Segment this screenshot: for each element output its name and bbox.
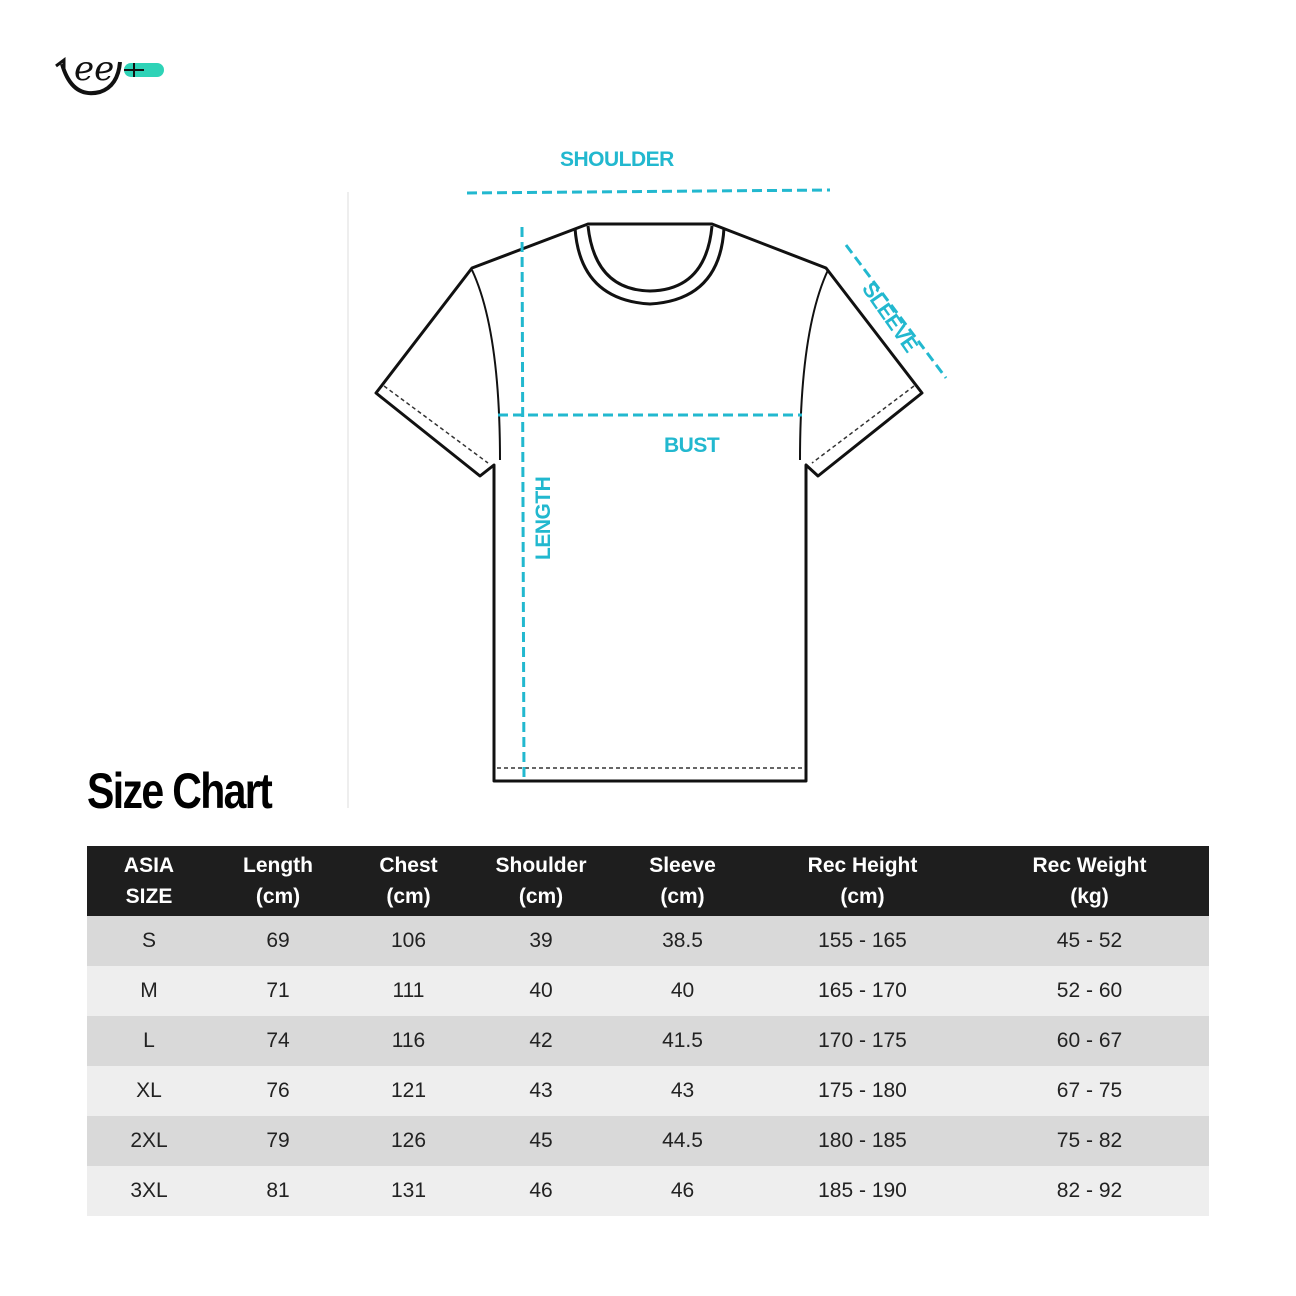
column-header-line: (cm) xyxy=(840,885,885,908)
table-cell: 67 - 75 xyxy=(970,1066,1209,1116)
table-cell: 46 xyxy=(610,1166,755,1216)
table-cell: 74 xyxy=(211,1016,345,1066)
table-row: M 71 111 40 40 165 - 170 52 - 60 xyxy=(87,966,1209,1016)
column-header-line: (cm) xyxy=(518,885,564,908)
table-row: XL 76 121 43 43 175 - 180 67 - 75 xyxy=(87,1066,1209,1116)
column-header-line: (kg) xyxy=(1070,885,1109,908)
table-cell: 111 xyxy=(345,966,472,1016)
tshirt-diagram xyxy=(347,188,948,808)
table-header-row: ASIA SIZE Length (cm) Chest (cm) Shoulder (cm) S… xyxy=(87,846,1209,916)
table-cell: L xyxy=(87,1016,211,1066)
table-cell: 69 xyxy=(211,916,345,966)
column-header-line: Length xyxy=(243,854,313,877)
table-cell: 180 - 185 xyxy=(755,1116,970,1166)
tshirt-outline xyxy=(374,222,924,783)
table-cell: 40 xyxy=(472,966,610,1016)
table-cell: 43 xyxy=(610,1066,755,1116)
column-header-line: (cm) xyxy=(255,885,301,908)
table-cell: 39 xyxy=(472,916,610,966)
table-cell: 155 - 165 xyxy=(755,916,970,966)
table-cell: 121 xyxy=(345,1066,472,1116)
column-header-line: Rec Height xyxy=(807,854,918,877)
column-header: ASIA SIZE xyxy=(87,846,211,916)
table-cell: 52 - 60 xyxy=(970,966,1209,1016)
table-cell: 106 xyxy=(345,916,472,966)
brand-logo: ee xyxy=(55,49,164,96)
column-header-line: Shoulder xyxy=(495,854,587,877)
table-row: 2XL 79 126 45 44.5 180 - 185 75 - 82 xyxy=(87,1116,1209,1166)
table-cell: 71 xyxy=(211,966,345,1016)
column-header-line: Rec Weight xyxy=(1032,854,1147,877)
table-cell: 2XL xyxy=(87,1116,211,1166)
table-cell: 40 xyxy=(610,966,755,1016)
table-cell: 75 - 82 xyxy=(970,1116,1209,1166)
column-header-line: Sleeve xyxy=(649,854,716,877)
column-header: Shoulder (cm) xyxy=(472,846,610,916)
table-cell: M xyxy=(87,966,211,1016)
length-label: LENGTH xyxy=(532,476,555,560)
table-cell: 165 - 170 xyxy=(755,966,970,1016)
table-cell: 76 xyxy=(211,1066,345,1116)
table-cell: 45 xyxy=(472,1116,610,1166)
column-header-line: Chest xyxy=(379,854,438,877)
table-cell: 131 xyxy=(345,1166,472,1216)
table-cell: 185 - 190 xyxy=(755,1166,970,1216)
table-row: 3XL 81 131 46 46 185 - 190 82 - 92 xyxy=(87,1166,1209,1216)
table-cell: 45 - 52 xyxy=(970,916,1209,966)
table-cell: 60 - 67 xyxy=(970,1016,1209,1066)
column-header-line: (cm) xyxy=(386,885,431,908)
column-header: Rec Weight (kg) xyxy=(970,846,1209,916)
column-header: Chest (cm) xyxy=(345,846,472,916)
table-cell: 81 xyxy=(211,1166,345,1216)
column-header: Length (cm) xyxy=(211,846,345,916)
table-row: S 69 106 39 38.5 155 - 165 45 - 52 xyxy=(87,916,1209,966)
table-cell: 44.5 xyxy=(610,1116,755,1166)
table-cell: 82 - 92 xyxy=(970,1166,1209,1216)
table-cell: 43 xyxy=(472,1066,610,1116)
bust-label: BUST xyxy=(664,434,720,457)
column-header: Sleeve (cm) xyxy=(610,846,755,916)
svg-text:ee: ee xyxy=(74,49,114,89)
size-table: ASIA SIZE Length (cm) Chest (cm) Shoulder (cm) S… xyxy=(87,846,1209,1216)
table-cell: 46 xyxy=(472,1166,610,1216)
table-cell: 126 xyxy=(345,1116,472,1166)
table-cell: 38.5 xyxy=(610,916,755,966)
shoulder-label: SHOULDER xyxy=(560,148,674,171)
column-header-line: ASIA xyxy=(123,854,175,877)
table-cell: 175 - 180 xyxy=(755,1066,970,1116)
table-cell: 3XL xyxy=(87,1166,211,1216)
page-title: Size Chart xyxy=(87,763,273,819)
table-cell: XL xyxy=(87,1066,211,1116)
column-header-line: SIZE xyxy=(125,885,173,908)
table-cell: 170 - 175 xyxy=(755,1016,970,1066)
column-header-line: (cm) xyxy=(660,885,705,908)
column-header: Rec Height (cm) xyxy=(755,846,970,916)
table-cell: 41.5 xyxy=(610,1016,755,1066)
table-row: L 74 116 42 41.5 170 - 175 60 - 67 xyxy=(87,1016,1209,1066)
table-cell: 42 xyxy=(472,1016,610,1066)
table-cell: 79 xyxy=(211,1116,345,1166)
table-cell: S xyxy=(87,916,211,966)
table-cell: 116 xyxy=(345,1016,472,1066)
